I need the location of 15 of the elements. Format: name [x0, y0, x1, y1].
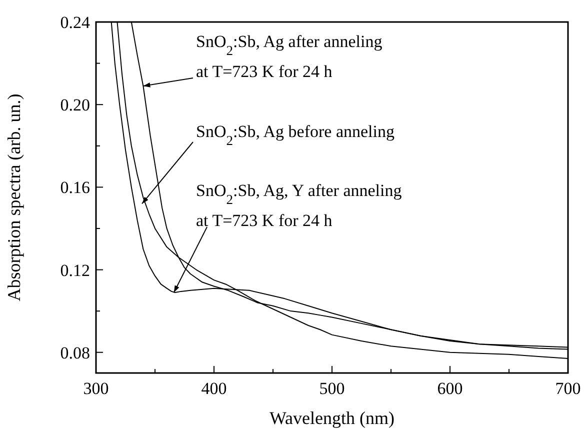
annotation: SnO$_{2}$:Sb, Ag after anneling at T=723 K for 24 h: [196, 32, 383, 81]
y-axis-title: Absorption spectra (arb. un.): [4, 94, 24, 302]
y-tick-label: 0.16: [60, 178, 90, 198]
x-tick-label: 400: [201, 379, 227, 398]
x-tick-label: 500: [319, 379, 345, 398]
y-tick-label: 0.20: [60, 96, 90, 115]
annotation: SnO$_{2}$:Sb, Ag before anneling: [196, 122, 395, 148]
x-axis-title: Wavelength (nm): [269, 408, 395, 428]
y-tick-label: 0.08: [60, 343, 90, 362]
annotation: SnO$_{2}$:Sb, Ag, Y after anneling at T=723 K for 24 h: [196, 181, 402, 230]
y-tick-label: 0.12: [60, 260, 90, 280]
x-tick-label: 700: [555, 379, 581, 398]
x-tick-label: 600: [437, 379, 463, 398]
x-tick-label: 300: [83, 379, 109, 398]
y-tick-label: 0.24: [60, 13, 90, 32]
